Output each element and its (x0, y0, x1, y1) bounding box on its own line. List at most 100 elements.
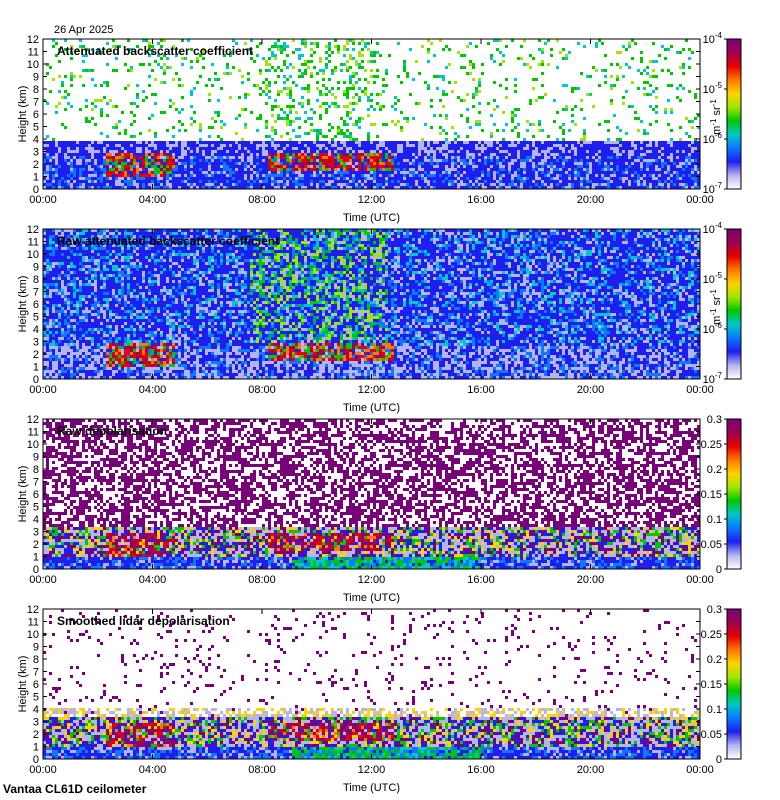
heatmap-field (43, 39, 700, 189)
colorbar-tick-label: 0.3 (707, 604, 722, 616)
x-tick-label: 20:00 (577, 384, 605, 396)
colorbar-tick-label: 0.15 (701, 679, 722, 691)
x-axis-label: Time (UTC) (343, 592, 400, 604)
y-tick-label: 10 (27, 629, 39, 641)
y-tick-label: 3 (33, 527, 39, 539)
y-tick-label: 9 (33, 452, 39, 464)
y-tick-label: 0 (33, 564, 39, 576)
y-tick-label: 12 (27, 34, 39, 46)
y-tick-label: 5 (33, 122, 39, 134)
y-tick-label: 10 (27, 249, 39, 261)
y-tick-label: 1 (33, 552, 39, 564)
panel-title: Raw attenuated backscatter coefficient (57, 234, 279, 248)
x-tick-label: 00:00 (29, 384, 57, 396)
colorbar-tick-label: 10-5 (703, 81, 723, 96)
colorbar: 0 0.05 0.1 0.15 0.2 0.25 0.3 (701, 604, 742, 766)
heatmap-field (43, 609, 700, 759)
x-tick-label: 20:00 (577, 764, 605, 776)
panel-1: Attenuated backscatter coefficient012345… (17, 31, 742, 224)
colorbar-tick-label: 0.05 (701, 539, 722, 551)
x-tick-label: 12:00 (358, 384, 386, 396)
x-tick-label: 20:00 (577, 194, 605, 206)
y-tick-label: 4 (33, 704, 39, 716)
y-tick-label: 11 (28, 237, 39, 249)
y-tick-label: 2 (33, 159, 39, 171)
x-tick-label: 08:00 (248, 384, 276, 396)
colorbar-tick-label: 0 (716, 564, 722, 576)
y-tick-label: 10 (27, 439, 39, 451)
colorbar-tick-label: 0 (716, 754, 722, 766)
heatmap-field (43, 229, 700, 379)
y-tick-label: 2 (33, 539, 39, 551)
x-tick-label: 12:00 (358, 194, 386, 206)
y-tick-label: 9 (33, 642, 39, 654)
x-tick-label: 00:00 (686, 764, 714, 776)
x-tick-label: 04:00 (139, 764, 167, 776)
colorbar-tick-label: 10-7 (703, 181, 723, 196)
heatmap-field (43, 419, 700, 569)
x-axis-label: Time (UTC) (343, 212, 400, 224)
colorbar-tick-label: 10-7 (703, 371, 723, 386)
colorbar-tick-label: 0.05 (701, 729, 722, 741)
y-tick-label: 7 (33, 97, 39, 109)
y-tick-label: 12 (27, 414, 39, 426)
y-tick-label: 4 (33, 324, 39, 336)
y-tick-label: 5 (33, 692, 39, 704)
y-tick-label: 5 (33, 312, 39, 324)
y-axis-label: Height (km) (17, 466, 29, 523)
y-tick-label: 9 (33, 72, 39, 84)
y-tick-label: 2 (33, 349, 39, 361)
x-tick-label: 16:00 (467, 764, 495, 776)
colorbar-unit-label: m-1 sr-1 (709, 289, 723, 325)
colorbar-tick-label: 0.1 (707, 514, 722, 526)
x-tick-label: 00:00 (686, 384, 714, 396)
x-tick-label: 12:00 (358, 764, 386, 776)
panel-2: Raw attenuated backscatter coefficient01… (17, 221, 742, 414)
colorbar-tick-label: 0.2 (707, 654, 722, 666)
y-tick-label: 6 (33, 109, 39, 121)
y-tick-label: 7 (33, 667, 39, 679)
y-tick-label: 11 (28, 427, 39, 439)
colorbar-tick-label: 0.2 (707, 464, 722, 476)
x-tick-label: 00:00 (29, 574, 57, 586)
x-axis-label: Time (UTC) (343, 782, 400, 794)
x-tick-label: 04:00 (139, 194, 167, 206)
x-tick-label: 16:00 (467, 574, 495, 586)
y-tick-label: 8 (33, 464, 39, 476)
panel-4: Smoothed lidar depolarisation01234567891… (17, 604, 742, 794)
y-tick-label: 3 (33, 337, 39, 349)
y-tick-label: 8 (33, 654, 39, 666)
panel-title: Attenuated backscatter coefficient (57, 44, 253, 58)
y-tick-label: 1 (33, 172, 39, 184)
y-tick-label: 6 (33, 299, 39, 311)
colorbar-tick-label: 0.25 (701, 439, 722, 451)
x-tick-label: 00:00 (686, 194, 714, 206)
x-tick-label: 08:00 (248, 194, 276, 206)
y-tick-label: 7 (33, 477, 39, 489)
x-tick-label: 08:00 (248, 574, 276, 586)
x-tick-label: 00:00 (29, 764, 57, 776)
y-tick-label: 6 (33, 679, 39, 691)
colorbar-tick-label: 0.3 (707, 414, 722, 426)
y-tick-label: 0 (33, 184, 39, 196)
colorbar-tick-label: 10-4 (703, 31, 723, 46)
date-label: 26 Apr 2025 (54, 24, 113, 36)
y-tick-label: 8 (33, 274, 39, 286)
x-tick-label: 08:00 (248, 764, 276, 776)
y-tick-label: 0 (33, 754, 39, 766)
colorbar-tick-label: 10-4 (703, 221, 723, 236)
y-tick-label: 1 (33, 362, 39, 374)
colorbar: 0 0.05 0.1 0.15 0.2 0.25 0.3 (701, 414, 742, 576)
y-tick-label: 0 (33, 374, 39, 386)
y-tick-label: 4 (33, 134, 39, 146)
colorbar-tick-label: 0.1 (707, 704, 722, 716)
panel-title: Raw depolarisation (57, 424, 167, 438)
footer-station-label: Vantaa CL61D ceilometer (3, 782, 147, 796)
y-tick-label: 3 (33, 147, 39, 159)
x-tick-label: 16:00 (467, 194, 495, 206)
y-tick-label: 10 (27, 59, 39, 71)
y-tick-label: 11 (28, 47, 39, 59)
y-tick-label: 9 (33, 262, 39, 274)
y-tick-label: 2 (33, 729, 39, 741)
